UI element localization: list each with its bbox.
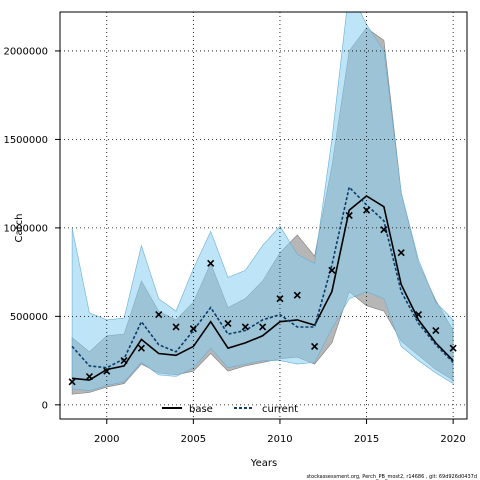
observed-point [311,342,319,351]
observed-point [397,249,405,257]
observed-point [414,311,423,319]
y-tick-label: 1500000 [3,135,48,146]
x-tick-label: 2010 [267,434,292,445]
current-confidence-band [71,12,454,392]
y-axis: 0 500000 1000000 1500000 2000000 [3,46,60,411]
observed-point [68,378,76,386]
observed-point [380,226,388,234]
observed-point [120,357,128,365]
x-axis: 2000 2005 2010 2015 2020 [94,419,466,445]
x-axis-title: Years [250,458,277,469]
footnote: stockassessment.org, Perch_PB_most2, r14… [306,474,477,480]
observed-point [276,295,284,303]
observed-points [68,206,457,386]
y-tick-label: 2000000 [3,46,48,57]
series-lines [71,185,454,381]
observed-point [85,372,94,381]
legend-current-label: current [262,404,298,415]
observed-point [345,211,353,220]
y-tick-label: 1000000 [3,223,48,234]
observed-point [207,259,215,267]
observed-point [259,323,267,331]
x-tick-label: 2020 [440,434,465,445]
observed-point [293,291,301,299]
observed-point [432,326,440,335]
plot-frame [59,11,468,420]
y-tick-label: 0 [42,400,48,411]
x-tick-label: 2000 [94,434,119,445]
x-tick-label: 2005 [181,434,206,445]
observed-point [137,344,145,352]
observed-point [155,311,163,319]
observed-point [103,367,111,375]
x-tick-label: 2015 [354,434,379,445]
observed-point [328,266,336,274]
observed-point [172,323,180,331]
observed-point [449,344,457,352]
base-line [72,195,454,381]
y-tick-label: 500000 [10,312,48,323]
observed-point [362,206,371,214]
legend-base-label: base [189,404,213,415]
y-axis-title: Catch [14,214,25,243]
legend: base current [162,404,298,415]
observed-point [224,319,232,328]
observed-point [189,325,197,333]
observed-point [241,323,249,331]
current-line [71,185,454,369]
